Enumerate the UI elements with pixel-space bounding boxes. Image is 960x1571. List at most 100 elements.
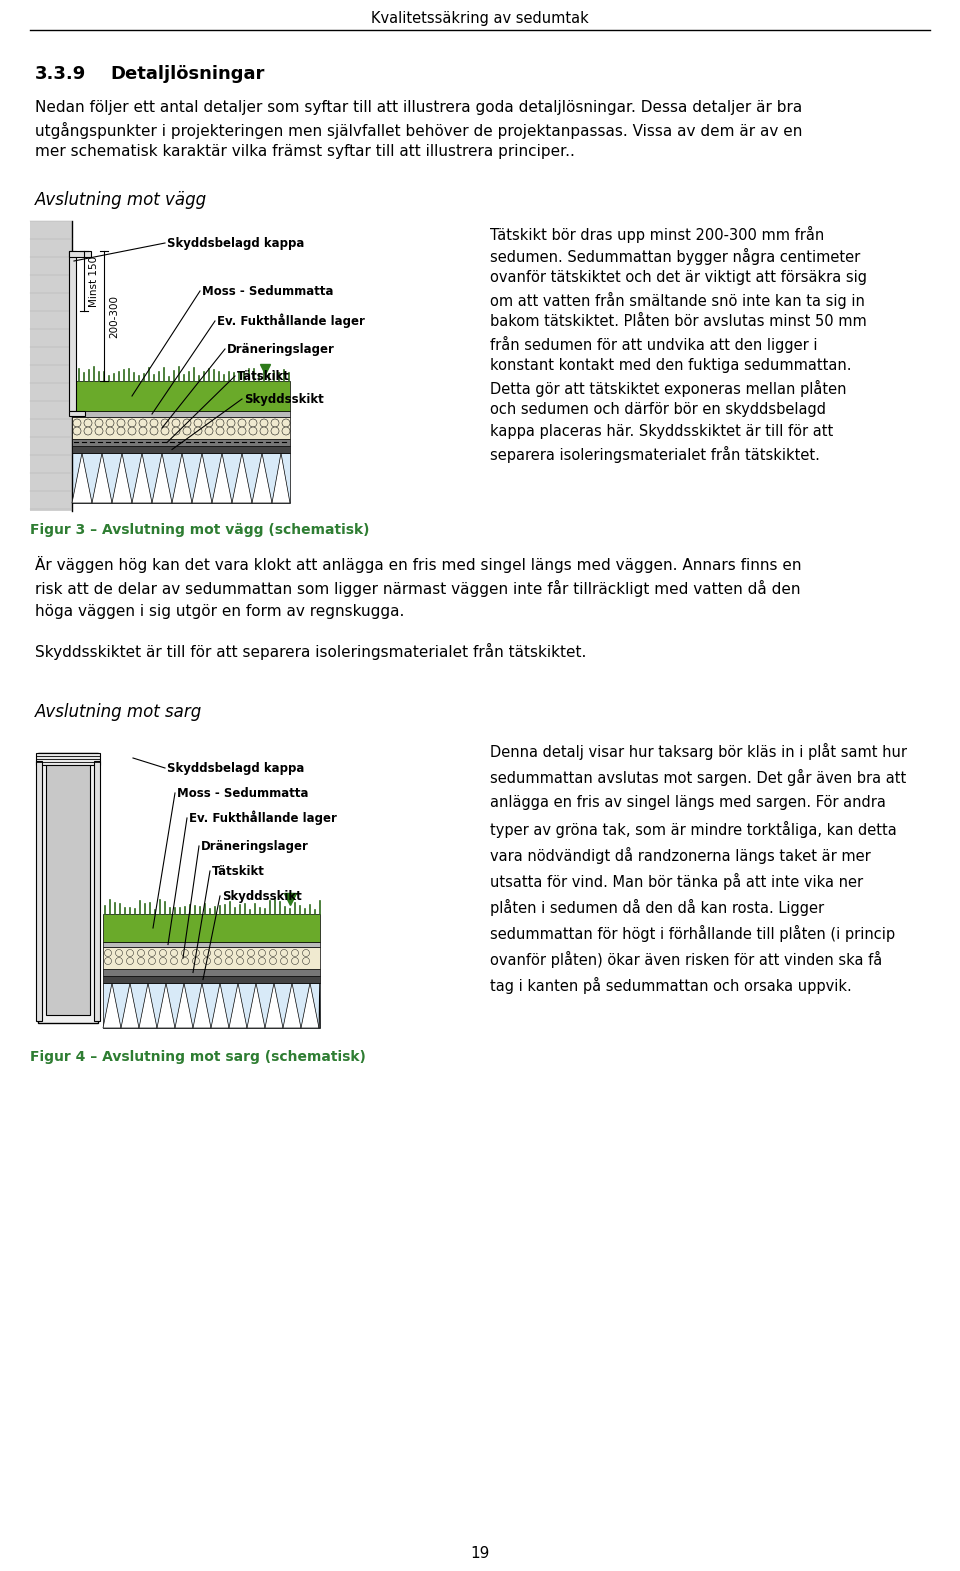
- Bar: [30, 222, 72, 511]
- Bar: [72, 382, 290, 412]
- Text: tag i kanten på sedummattan och orsaka uppvik.: tag i kanten på sedummattan och orsaka u…: [490, 977, 852, 994]
- Circle shape: [204, 949, 210, 957]
- Text: separera isoleringsmaterialet från tätskiktet.: separera isoleringsmaterialet från tätsk…: [490, 446, 820, 463]
- Bar: [103, 969, 320, 976]
- Circle shape: [302, 957, 309, 965]
- Text: mer schematisk karaktär vilka främst syftar till att illustrera principer..: mer schematisk karaktär vilka främst syf…: [35, 145, 575, 159]
- Polygon shape: [211, 983, 229, 1027]
- Text: 19: 19: [470, 1546, 490, 1560]
- Circle shape: [150, 427, 158, 435]
- Text: Moss - Sedummatta: Moss - Sedummatta: [202, 284, 333, 297]
- Bar: [72, 438, 290, 446]
- Circle shape: [84, 427, 92, 435]
- Polygon shape: [272, 452, 290, 503]
- Text: Kvalitetssäkring av sedumtak: Kvalitetssäkring av sedumtak: [372, 11, 588, 25]
- Circle shape: [106, 427, 114, 435]
- Circle shape: [193, 957, 200, 965]
- Circle shape: [282, 419, 290, 427]
- Polygon shape: [265, 983, 283, 1027]
- Text: 3.3.9: 3.3.9: [35, 64, 86, 83]
- Text: Moss - Sedummatta: Moss - Sedummatta: [177, 787, 308, 800]
- Bar: [69, 412, 85, 416]
- Text: Skyddsskiktet är till för att separera isoleringsmaterialet från tätskiktet.: Skyddsskiktet är till för att separera i…: [35, 643, 587, 660]
- Circle shape: [181, 949, 188, 957]
- Circle shape: [95, 427, 103, 435]
- Polygon shape: [112, 452, 132, 503]
- Circle shape: [249, 419, 257, 427]
- Circle shape: [159, 957, 166, 965]
- Circle shape: [280, 957, 287, 965]
- Bar: [36, 753, 100, 765]
- Circle shape: [181, 957, 188, 965]
- Circle shape: [226, 949, 232, 957]
- Circle shape: [128, 427, 136, 435]
- Polygon shape: [193, 983, 211, 1027]
- Circle shape: [238, 419, 246, 427]
- Circle shape: [172, 427, 180, 435]
- Polygon shape: [139, 983, 157, 1027]
- Circle shape: [216, 427, 224, 435]
- Circle shape: [73, 427, 81, 435]
- Circle shape: [193, 949, 200, 957]
- Circle shape: [270, 957, 276, 965]
- Text: och sedumen och därför bör en skyddsbelagd: och sedumen och därför bör en skyddsbela…: [490, 402, 826, 416]
- Polygon shape: [301, 983, 319, 1027]
- Text: Avslutning mot vägg: Avslutning mot vägg: [35, 192, 207, 209]
- Circle shape: [216, 419, 224, 427]
- Circle shape: [226, 957, 232, 965]
- Bar: [72, 416, 290, 438]
- Polygon shape: [132, 452, 152, 503]
- Text: från sedumen för att undvika att den ligger i: från sedumen för att undvika att den lig…: [490, 336, 818, 353]
- Polygon shape: [157, 983, 175, 1027]
- Bar: [72, 446, 290, 452]
- Circle shape: [159, 949, 166, 957]
- Circle shape: [302, 949, 309, 957]
- Text: Ev. Fukthållande lager: Ev. Fukthållande lager: [189, 811, 337, 825]
- Bar: [103, 947, 320, 969]
- Circle shape: [204, 957, 210, 965]
- Text: Skyddsbelagd kappa: Skyddsbelagd kappa: [167, 762, 304, 775]
- Circle shape: [139, 427, 147, 435]
- Text: Denna detalj visar hur taksarg bör kläs in i plåt samt hur: Denna detalj visar hur taksarg bör kläs …: [490, 743, 907, 760]
- Text: Är väggen hög kan det vara klokt att anlägga en fris med singel längs med väggen: Är väggen hög kan det vara klokt att anl…: [35, 556, 802, 573]
- Text: Tätskikt: Tätskikt: [237, 369, 290, 382]
- Polygon shape: [229, 983, 247, 1027]
- Text: kappa placeras här. Skyddsskiktet är till för att: kappa placeras här. Skyddsskiktet är til…: [490, 424, 833, 438]
- Bar: [103, 914, 320, 943]
- Text: konstant kontakt med den fuktiga sedummattan.: konstant kontakt med den fuktiga sedumma…: [490, 358, 852, 372]
- Bar: [46, 760, 90, 1015]
- Circle shape: [238, 427, 246, 435]
- Text: plåten i sedumen då den då kan rosta. Ligger: plåten i sedumen då den då kan rosta. Li…: [490, 899, 824, 916]
- Text: ovanför tätskiktet och det är viktigt att försäkra sig: ovanför tätskiktet och det är viktigt at…: [490, 270, 867, 284]
- Circle shape: [128, 419, 136, 427]
- Circle shape: [194, 427, 202, 435]
- Text: utgångspunkter i projekteringen men självfallet behöver de projektanpassas. Viss: utgångspunkter i projekteringen men själ…: [35, 123, 803, 138]
- Text: Tätskikt: Tätskikt: [212, 864, 265, 878]
- Polygon shape: [247, 983, 265, 1027]
- Text: ovanför plåten) ökar även risken för att vinden ska få: ovanför plåten) ökar även risken för att…: [490, 950, 882, 968]
- Circle shape: [214, 949, 222, 957]
- Text: anlägga en fris av singel längs med sargen. För andra: anlägga en fris av singel längs med sarg…: [490, 795, 886, 811]
- Text: Avslutning mot sarg: Avslutning mot sarg: [35, 702, 203, 721]
- Circle shape: [117, 419, 125, 427]
- Bar: [36, 760, 42, 1021]
- Polygon shape: [175, 983, 193, 1027]
- Polygon shape: [172, 452, 192, 503]
- Circle shape: [172, 419, 180, 427]
- Circle shape: [183, 427, 191, 435]
- Circle shape: [149, 957, 156, 965]
- Circle shape: [260, 427, 268, 435]
- Text: utsatta för vind. Man bör tänka på att inte vika ner: utsatta för vind. Man bör tänka på att i…: [490, 873, 863, 891]
- Text: Figur 3 – Avslutning mot vägg (schematisk): Figur 3 – Avslutning mot vägg (schematis…: [30, 523, 370, 537]
- Circle shape: [258, 949, 266, 957]
- Circle shape: [115, 949, 123, 957]
- Bar: [38, 753, 98, 1023]
- Circle shape: [161, 427, 169, 435]
- Circle shape: [115, 957, 123, 965]
- Text: 200-300: 200-300: [109, 294, 119, 338]
- Bar: [69, 251, 91, 258]
- Circle shape: [227, 419, 235, 427]
- Text: Tätskikt bör dras upp minst 200-300 mm från: Tätskikt bör dras upp minst 200-300 mm f…: [490, 226, 825, 244]
- Circle shape: [171, 957, 178, 965]
- Text: risk att de delar av sedummattan som ligger närmast väggen inte får tillräckligt: risk att de delar av sedummattan som lig…: [35, 580, 801, 597]
